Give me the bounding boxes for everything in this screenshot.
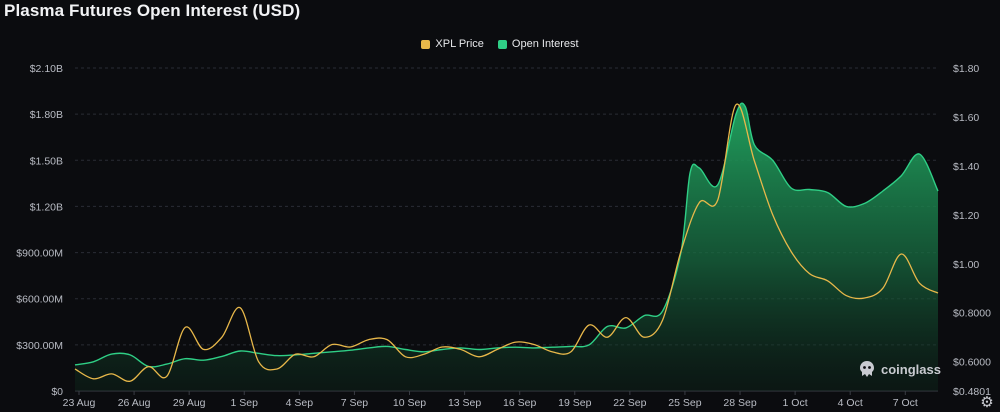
legend-swatch-open-interest xyxy=(497,39,507,49)
y-left-tick-label: $1.50B xyxy=(30,155,63,167)
x-tick-label: 7 Sep xyxy=(341,397,369,409)
y-right-tick-label: $1.80 xyxy=(953,63,979,75)
y-left-tick-label: $0 xyxy=(51,386,63,398)
x-tick-label: 13 Sep xyxy=(448,397,481,409)
y-right-tick-label: $0.6000 xyxy=(953,357,991,369)
x-tick-label: 26 Aug xyxy=(118,397,151,409)
y-left-tick-label: $900.00M xyxy=(16,248,63,260)
y-right-tick-label: $1.40 xyxy=(953,161,979,173)
x-tick-label: 16 Sep xyxy=(503,397,536,409)
x-tick-label: 25 Sep xyxy=(668,397,701,409)
y-right-tick-label: $1.00 xyxy=(953,259,979,271)
x-tick-label: 19 Sep xyxy=(558,397,591,409)
y-left-tick-label: $2.10B xyxy=(30,63,63,75)
x-tick-label: 4 Sep xyxy=(286,397,314,409)
y-left-tick-label: $1.20B xyxy=(30,201,63,213)
x-tick-label: 23 Aug xyxy=(63,397,96,409)
x-axis: 23 Aug 26 Aug 29 Aug 1 Sep 4 Sep 7 Sep 10 Sep 1… xyxy=(63,391,918,409)
y-left-tick-label: $1.80B xyxy=(30,109,63,121)
y-right-tick-label: $0.8000 xyxy=(953,308,991,320)
x-tick-label: 22 Sep xyxy=(613,397,646,409)
chart-title: Plasma Futures Open Interest (USD) xyxy=(4,1,301,20)
series-line-open-interest[interactable] xyxy=(74,102,939,368)
x-tick-label: 1 Oct xyxy=(783,397,808,409)
legend-swatch-xpl-price xyxy=(421,39,431,49)
y-right-tick-label: $0.4801 xyxy=(953,386,991,398)
y-left-tick-label: $600.00M xyxy=(16,294,63,306)
y-axis-right: $0.4801 $0.6000 $0.8000 $1.00 $1.20 $1.40 $1.6… xyxy=(953,63,991,398)
x-tick-label: 4 Oct xyxy=(838,397,863,409)
y-right-tick-label: $1.20 xyxy=(953,210,979,222)
legend-item-xpl-price[interactable]: XPL Price xyxy=(421,38,484,50)
x-tick-label: 7 Oct xyxy=(893,397,918,409)
legend-item-open-interest[interactable]: Open Interest xyxy=(497,38,579,50)
y-left-tick-label: $300.00M xyxy=(16,340,63,352)
legend-label-xpl-price: XPL Price xyxy=(435,38,484,50)
watermark-text: coinglass xyxy=(881,361,941,377)
x-tick-label: 29 Aug xyxy=(173,397,206,409)
x-tick-label: 10 Sep xyxy=(393,397,426,409)
series-line-xpl-price[interactable] xyxy=(74,103,939,382)
x-tick-label: 28 Sep xyxy=(723,397,756,409)
x-tick-label: 1 Sep xyxy=(231,397,259,409)
chart-legend: XPL Price Open Interest xyxy=(0,38,1000,50)
coinglass-logo-icon xyxy=(860,361,874,377)
y-right-tick-label: $1.60 xyxy=(953,112,979,124)
legend-label-open-interest: Open Interest xyxy=(511,38,579,50)
series-layer xyxy=(74,102,939,392)
watermark: coinglass xyxy=(858,360,941,378)
y-axis-left: $0 $300.00M $600.00M $900.00M $1.20B $1.50B $1… xyxy=(16,63,63,398)
gear-icon[interactable]: ⚙ xyxy=(980,394,994,411)
